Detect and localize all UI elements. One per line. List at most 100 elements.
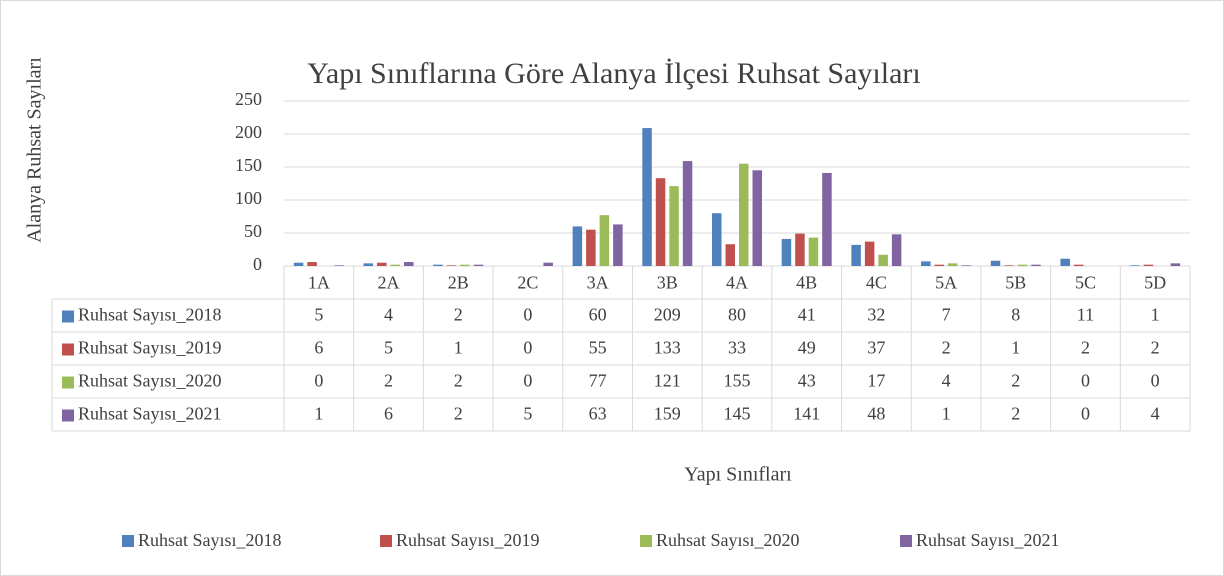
table-cell: 7 bbox=[942, 305, 951, 325]
table-cell: 2 bbox=[454, 371, 463, 391]
table-row-label: Ruhsat Sayısı_2021 bbox=[78, 404, 222, 424]
bar bbox=[990, 260, 1001, 266]
table-cell: 2 bbox=[384, 371, 393, 391]
x-tick-label: 4A bbox=[726, 273, 748, 293]
bar bbox=[712, 213, 722, 266]
table-cell: 1 bbox=[1011, 338, 1020, 358]
table-cell: 2 bbox=[1011, 404, 1020, 424]
table-cell: 0 bbox=[314, 371, 323, 391]
table-cell: 0 bbox=[523, 305, 532, 325]
bar bbox=[363, 263, 374, 266]
table-row-label: Ruhsat Sayısı_2020 bbox=[78, 371, 222, 391]
bar bbox=[795, 233, 805, 266]
bar bbox=[878, 254, 888, 266]
bar bbox=[642, 128, 652, 266]
table-cell: 145 bbox=[724, 404, 751, 424]
table-cell: 5 bbox=[523, 404, 532, 424]
legend-key bbox=[900, 535, 912, 547]
bar bbox=[851, 244, 861, 266]
table-cell: 0 bbox=[1081, 371, 1090, 391]
table-cell: 159 bbox=[654, 404, 681, 424]
table-cell: 2 bbox=[454, 404, 463, 424]
y-axis-title: Alanya Ruhsat Sayıları bbox=[24, 57, 46, 243]
table-cell: 2 bbox=[942, 338, 951, 358]
table-cell: 155 bbox=[724, 371, 751, 391]
table-legend-key bbox=[62, 310, 74, 323]
bar bbox=[1031, 264, 1041, 266]
bar bbox=[460, 264, 470, 266]
table-legend-key bbox=[62, 409, 74, 422]
table-cell: 48 bbox=[867, 404, 885, 424]
table-cell: 5 bbox=[384, 338, 393, 358]
table-cell: 6 bbox=[384, 404, 393, 424]
bar bbox=[822, 172, 832, 266]
bar bbox=[961, 265, 972, 266]
table-cell: 1 bbox=[942, 404, 951, 424]
bar bbox=[293, 262, 304, 266]
bar bbox=[921, 261, 931, 266]
bar bbox=[669, 186, 679, 266]
table-cell: 33 bbox=[728, 338, 746, 358]
table-cell: 0 bbox=[523, 371, 532, 391]
table-cell: 41 bbox=[798, 305, 816, 325]
bar bbox=[655, 178, 666, 266]
bar bbox=[682, 161, 693, 266]
bar bbox=[473, 264, 484, 266]
y-tick-label: 0 bbox=[253, 254, 262, 274]
table-cell: 17 bbox=[867, 371, 885, 391]
table-cell: 11 bbox=[1077, 305, 1094, 325]
bar bbox=[586, 229, 596, 266]
x-tick-label: 5D bbox=[1144, 273, 1166, 293]
table-cell: 121 bbox=[654, 371, 681, 391]
table-cell: 4 bbox=[1151, 404, 1160, 424]
table-cell: 5 bbox=[314, 305, 323, 325]
bar bbox=[613, 224, 623, 266]
table-cell: 1 bbox=[314, 404, 323, 424]
bar bbox=[334, 265, 344, 266]
table-cell: 0 bbox=[1081, 404, 1090, 424]
bar bbox=[1073, 264, 1084, 266]
table-cell: 60 bbox=[589, 305, 607, 325]
table-cell: 63 bbox=[589, 404, 607, 424]
bar bbox=[1017, 264, 1028, 266]
bar bbox=[752, 170, 762, 266]
table-cell: 1 bbox=[454, 338, 463, 358]
table-row-label: Ruhsat Sayısı_2018 bbox=[78, 305, 222, 325]
bar bbox=[1060, 258, 1070, 266]
x-tick-label: 2B bbox=[448, 273, 469, 293]
table-cell: 4 bbox=[384, 305, 393, 325]
x-tick-label: 5C bbox=[1075, 273, 1096, 293]
bar bbox=[377, 262, 387, 266]
y-tick-label: 150 bbox=[235, 155, 262, 175]
bar bbox=[1004, 265, 1014, 266]
bar bbox=[390, 264, 401, 266]
y-tick-label: 100 bbox=[235, 188, 262, 208]
legend-key bbox=[122, 535, 134, 547]
bar bbox=[572, 226, 583, 266]
bar bbox=[1130, 265, 1140, 266]
bar bbox=[1143, 264, 1154, 266]
x-tick-label: 5B bbox=[1005, 273, 1026, 293]
table-cell: 43 bbox=[798, 371, 816, 391]
x-tick-label: 2C bbox=[517, 273, 538, 293]
legend-key bbox=[640, 535, 652, 547]
table-cell: 2 bbox=[454, 305, 463, 325]
x-tick-label: 3B bbox=[657, 273, 678, 293]
y-tick-label: 50 bbox=[244, 221, 262, 241]
legend-label: Ruhsat Sayısı_2020 bbox=[656, 530, 800, 550]
bar bbox=[307, 262, 317, 266]
table-legend-key bbox=[62, 376, 74, 389]
table-cell: 209 bbox=[654, 305, 681, 325]
table-cell: 80 bbox=[728, 305, 746, 325]
table-cell: 4 bbox=[942, 371, 951, 391]
table-cell: 1 bbox=[1151, 305, 1160, 325]
bar bbox=[446, 265, 457, 266]
legend-label: Ruhsat Sayısı_2021 bbox=[916, 530, 1060, 550]
table-cell: 55 bbox=[589, 338, 607, 358]
table-cell: 0 bbox=[523, 338, 532, 358]
table-legend-key bbox=[62, 343, 74, 356]
bar bbox=[433, 264, 443, 266]
table-cell: 8 bbox=[1011, 305, 1020, 325]
